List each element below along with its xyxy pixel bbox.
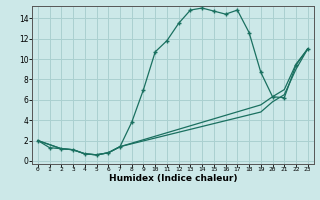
X-axis label: Humidex (Indice chaleur): Humidex (Indice chaleur) (108, 174, 237, 183)
